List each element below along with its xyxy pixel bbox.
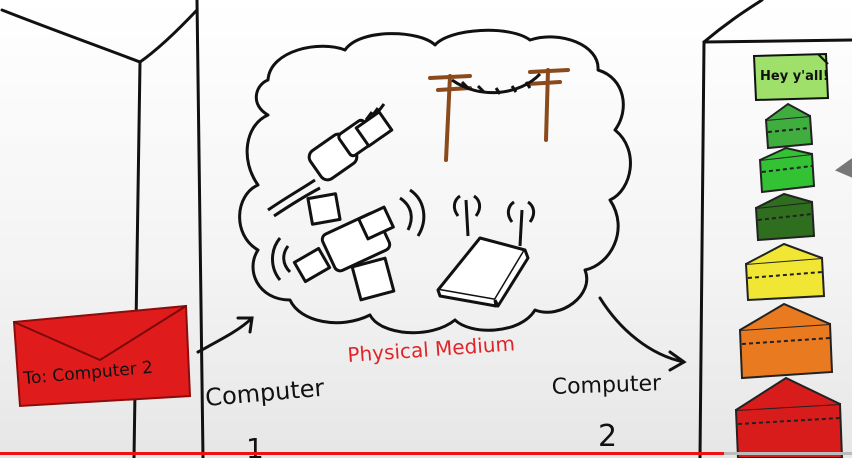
- hey-yall-note: [752, 52, 830, 102]
- envelope-6: [734, 376, 844, 458]
- envelope-2: [758, 146, 816, 194]
- envelope-5: [738, 302, 834, 380]
- arrow-to-computer-2: [598, 296, 687, 372]
- envelope-1: [764, 102, 814, 150]
- wireless-router-icon: [436, 194, 536, 308]
- ethernet-cable-icon: [267, 103, 394, 218]
- envelope-3: [754, 192, 816, 242]
- computer-2-number: 2: [598, 419, 617, 454]
- envelope-4: [744, 242, 826, 302]
- envelope-stack: [734, 102, 844, 458]
- power-lines-icon: [451, 72, 542, 95]
- video-progress-played[interactable]: [0, 452, 725, 455]
- satellite-icon: [271, 188, 426, 302]
- arrow-to-medium: [196, 316, 254, 354]
- computer-2-label: Computer: [551, 371, 662, 400]
- physical-medium-cloud: [238, 28, 632, 335]
- outgoing-envelope: [12, 304, 192, 408]
- computer-1-number: 1: [246, 432, 264, 458]
- note-text: Hey y'all!: [760, 69, 829, 84]
- computer-2-tower: [698, 0, 852, 458]
